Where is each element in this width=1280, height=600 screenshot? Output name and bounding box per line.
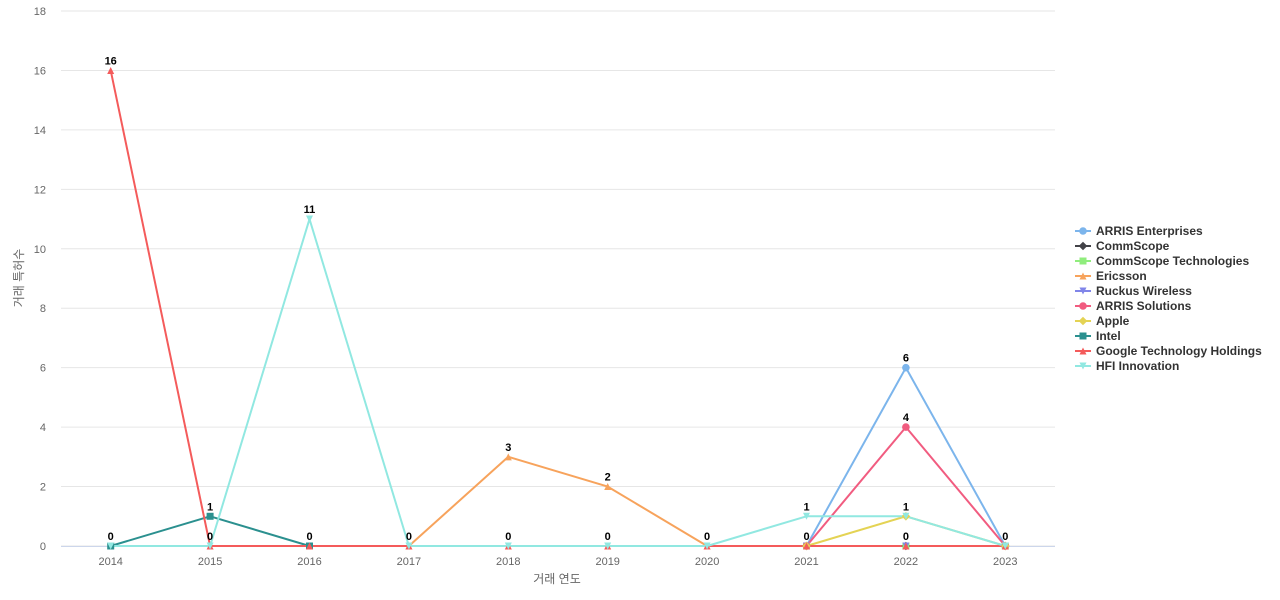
data-point-google-technology-holdings[interactable] (902, 542, 910, 550)
x-axis-title: 거래 연도 (533, 572, 581, 586)
legend-marker (1079, 257, 1087, 265)
data-point-hfi-innovation[interactable] (902, 512, 910, 520)
y-tick-label: 18 (34, 6, 46, 18)
data-point-google-technology-holdings[interactable] (306, 542, 313, 550)
legend-label: Google Technology Holdings (1096, 344, 1262, 358)
x-tick-label: 2018 (496, 556, 520, 568)
y-tick-label: 4 (40, 422, 46, 434)
legend-item-google-technology-holdings[interactable]: Google Technology Holdings (1075, 344, 1262, 358)
y-tick-label: 14 (34, 125, 46, 137)
legend-item-intel[interactable]: Intel (1075, 329, 1121, 343)
legend-item-commscope-technologies[interactable]: CommScope Technologies (1075, 254, 1249, 268)
y-tick-label: 8 (40, 303, 46, 315)
x-tick-label: 2017 (397, 556, 421, 568)
data-point-google-technology-holdings[interactable] (107, 66, 115, 74)
data-point-hfi-innovation[interactable] (107, 542, 115, 550)
legend-item-arris-solutions[interactable]: ARRIS Solutions (1075, 299, 1192, 313)
legend-label: Intel (1096, 329, 1121, 343)
legend-marker (1079, 272, 1087, 280)
data-point-hfi-innovation[interactable] (604, 542, 612, 550)
legend-label: Ruckus Wireless (1096, 284, 1192, 298)
data-point-google-technology-holdings[interactable] (803, 542, 810, 550)
y-tick-label: 2 (40, 482, 46, 494)
x-tick-label: 2020 (695, 556, 719, 568)
data-label: 0 (505, 531, 511, 543)
data-point-arris-solutions[interactable] (902, 423, 910, 431)
data-label: 0 (306, 531, 312, 543)
data-label: 6 (903, 353, 909, 365)
legend-marker (1079, 362, 1087, 370)
data-label: 1 (803, 501, 809, 513)
data-point-hfi-innovation[interactable] (206, 542, 214, 550)
x-tick-label: 2023 (993, 556, 1017, 568)
data-label: 11 (304, 204, 316, 216)
data-label: 0 (108, 531, 114, 543)
legend-label: HFI Innovation (1096, 359, 1179, 373)
series-line-ericsson[interactable] (408, 455, 708, 547)
y-tick-label: 6 (40, 363, 46, 375)
data-point-hfi-innovation[interactable] (504, 542, 512, 550)
legend-item-arris-enterprises[interactable]: ARRIS Enterprises (1075, 224, 1203, 238)
legend-marker (1078, 316, 1088, 326)
y-axis-title: 거래 특허수 (12, 249, 26, 308)
data-label: 0 (803, 531, 809, 543)
data-labels: 16 0 1 0 11 0 0 3 0 2 0 0 1 0 6 4 1 0 0 (105, 55, 1009, 543)
y-tick-label: 16 (34, 65, 46, 77)
data-point-hfi-innovation[interactable] (1001, 542, 1009, 550)
legend-item-commscope[interactable]: CommScope (1075, 239, 1170, 253)
legend-marker (1079, 347, 1087, 355)
data-point-hfi-innovation[interactable] (405, 542, 413, 550)
legend-label: Apple (1096, 314, 1130, 328)
legend-item-ericsson[interactable]: Ericsson (1075, 269, 1147, 283)
data-label: 0 (207, 531, 213, 543)
legend-item-ruckus-wireless[interactable]: Ruckus Wireless (1075, 284, 1192, 298)
data-point-ericsson[interactable] (504, 453, 512, 461)
data-label: 1 (207, 501, 213, 513)
data-label: 0 (605, 531, 611, 543)
x-tick-label: 2022 (894, 556, 918, 568)
data-point-hfi-innovation[interactable] (803, 512, 810, 520)
x-tick-label: 2014 (98, 556, 122, 568)
y-tick-label: 12 (34, 184, 46, 196)
legend-marker (1079, 227, 1087, 235)
data-point-hfi-innovation[interactable] (703, 542, 711, 550)
series-markers (107, 66, 1010, 551)
data-point-hfi-innovation[interactable] (306, 215, 313, 223)
data-label: 0 (903, 531, 909, 543)
data-label: 3 (505, 442, 511, 454)
legend-item-hfi-innovation[interactable]: HFI Innovation (1075, 359, 1179, 373)
series-line-hfi-innovation[interactable] (110, 218, 1006, 547)
data-label: 4 (903, 412, 910, 424)
legend-label: Ericsson (1096, 269, 1147, 283)
data-label: 0 (406, 531, 412, 543)
y-tick-label: 0 (40, 541, 46, 553)
legend-label: ARRIS Solutions (1096, 299, 1192, 313)
legend-marker (1079, 287, 1087, 295)
data-label: 1 (903, 501, 909, 513)
x-tick-label: 2019 (595, 556, 619, 568)
legend-marker (1079, 332, 1087, 340)
legend-label: ARRIS Enterprises (1096, 224, 1203, 238)
grid-lines (61, 10, 1055, 547)
x-tick-label: 2021 (794, 556, 818, 568)
legend-item-apple[interactable]: Apple (1075, 314, 1130, 328)
data-label: 16 (105, 55, 117, 67)
legend-marker (1079, 302, 1087, 310)
data-point-intel[interactable] (206, 512, 214, 520)
data-label: 0 (704, 531, 710, 543)
y-tick-label: 10 (34, 244, 46, 256)
data-label: 0 (1002, 531, 1008, 543)
data-label: 2 (605, 472, 611, 484)
x-tick-label: 2015 (198, 556, 222, 568)
x-tick-label: 2016 (297, 556, 321, 568)
data-point-arris-enterprises[interactable] (902, 363, 910, 372)
legend-label: CommScope Technologies (1096, 254, 1249, 268)
legend-marker (1078, 241, 1088, 251)
data-point-ericsson[interactable] (604, 483, 612, 491)
legend-label: CommScope (1096, 239, 1170, 253)
